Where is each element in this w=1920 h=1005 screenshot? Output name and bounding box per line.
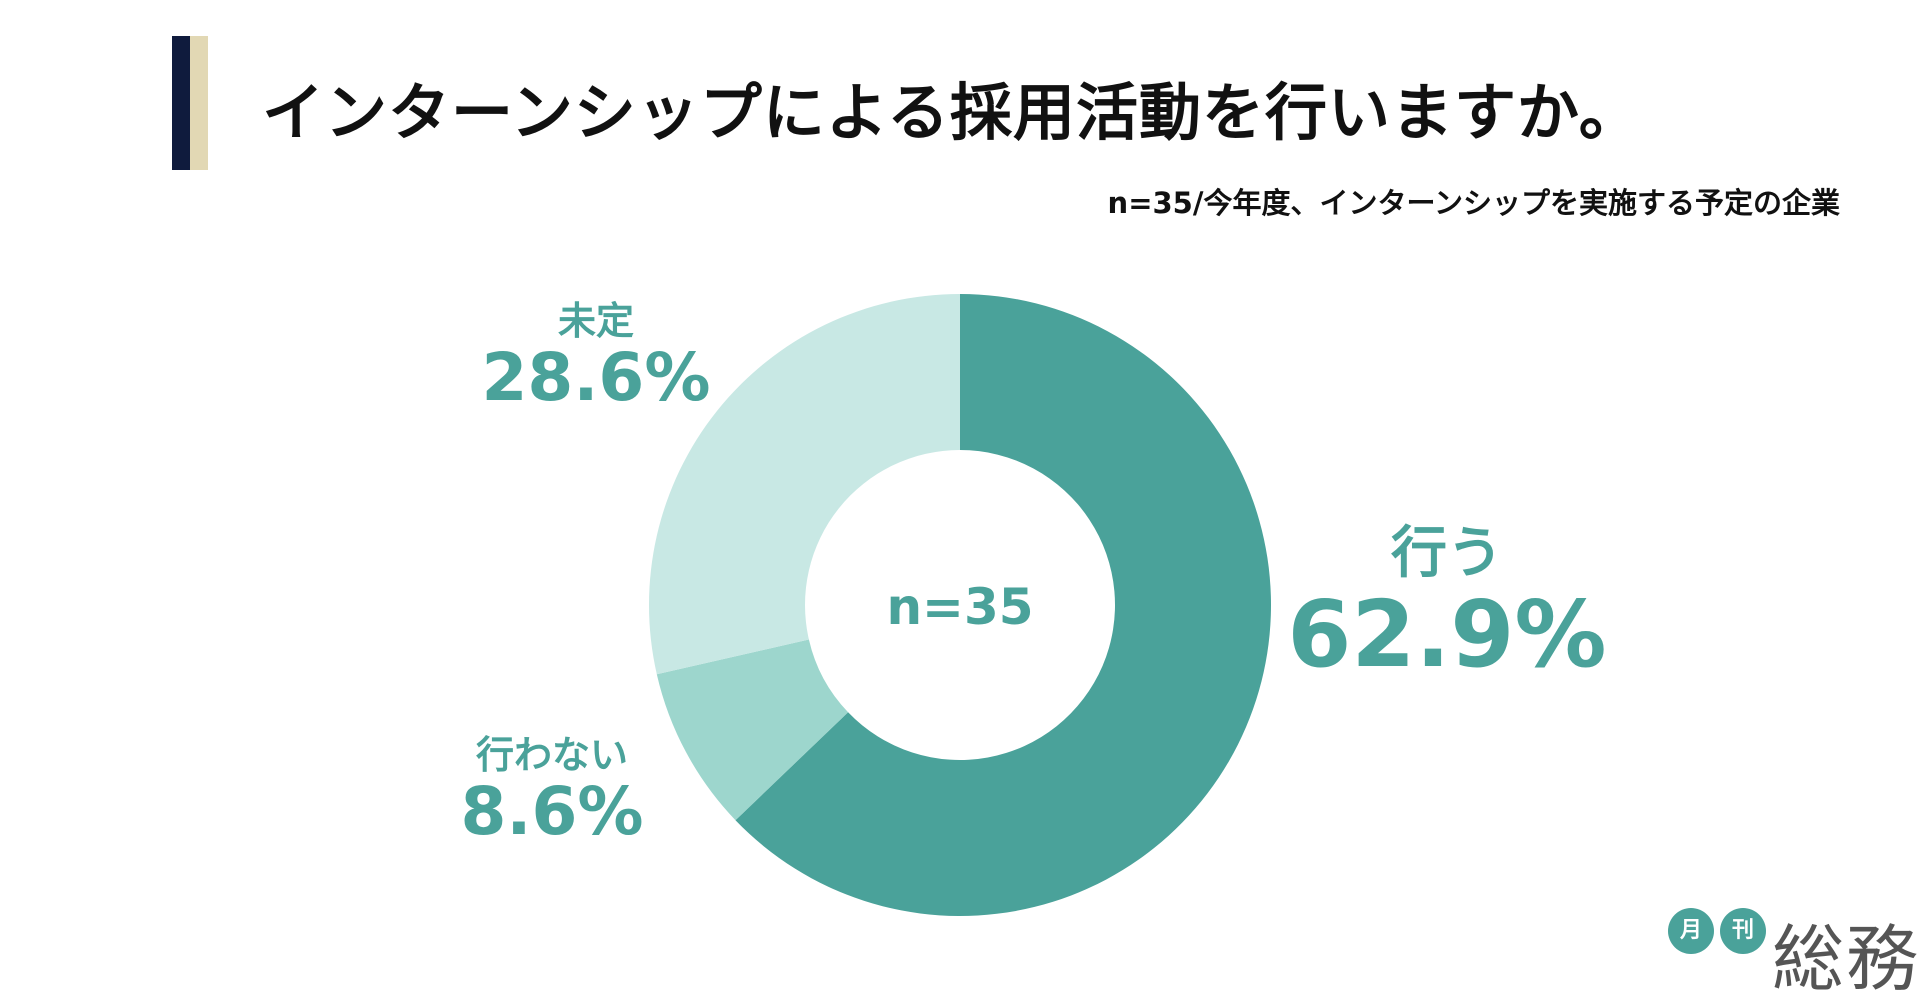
segment-percent-not-do: 8.6% — [460, 773, 644, 850]
logo-circle-issue: 刊 — [1720, 908, 1766, 954]
chart-title: インターンシップによる採用活動を行いますか。 — [262, 76, 1642, 149]
chart-subtitle: n=35/今年度、インターンシップを実施する予定の企業 — [1107, 186, 1840, 220]
title-accent-bar-light — [190, 36, 208, 170]
center-sample-label: n=35 — [886, 578, 1034, 636]
slice-undecided — [649, 294, 960, 675]
title-accent-bar-dark — [172, 36, 190, 170]
segment-label-do: 行う 62.9% — [1287, 508, 1606, 681]
publisher-logo: 月 刊 総務 — [1668, 900, 1918, 1001]
slice-do — [735, 294, 1271, 916]
slice-not-do — [656, 639, 849, 821]
segment-category-not-do: 行わない — [475, 733, 629, 777]
segment-category-undecided: 未定 — [557, 299, 635, 343]
logo-circle-month: 月 — [1668, 908, 1714, 954]
segment-label-not-do: 行わない 8.6% — [460, 724, 643, 845]
segment-category-do: 行う — [1390, 521, 1503, 586]
logo-wordmark: 総務 — [1772, 917, 1920, 1001]
segment-percent-undecided: 28.6% — [481, 339, 711, 416]
segment-label-undecided: 未定 28.6% — [482, 290, 711, 411]
segment-percent-do: 62.9% — [1287, 581, 1607, 688]
